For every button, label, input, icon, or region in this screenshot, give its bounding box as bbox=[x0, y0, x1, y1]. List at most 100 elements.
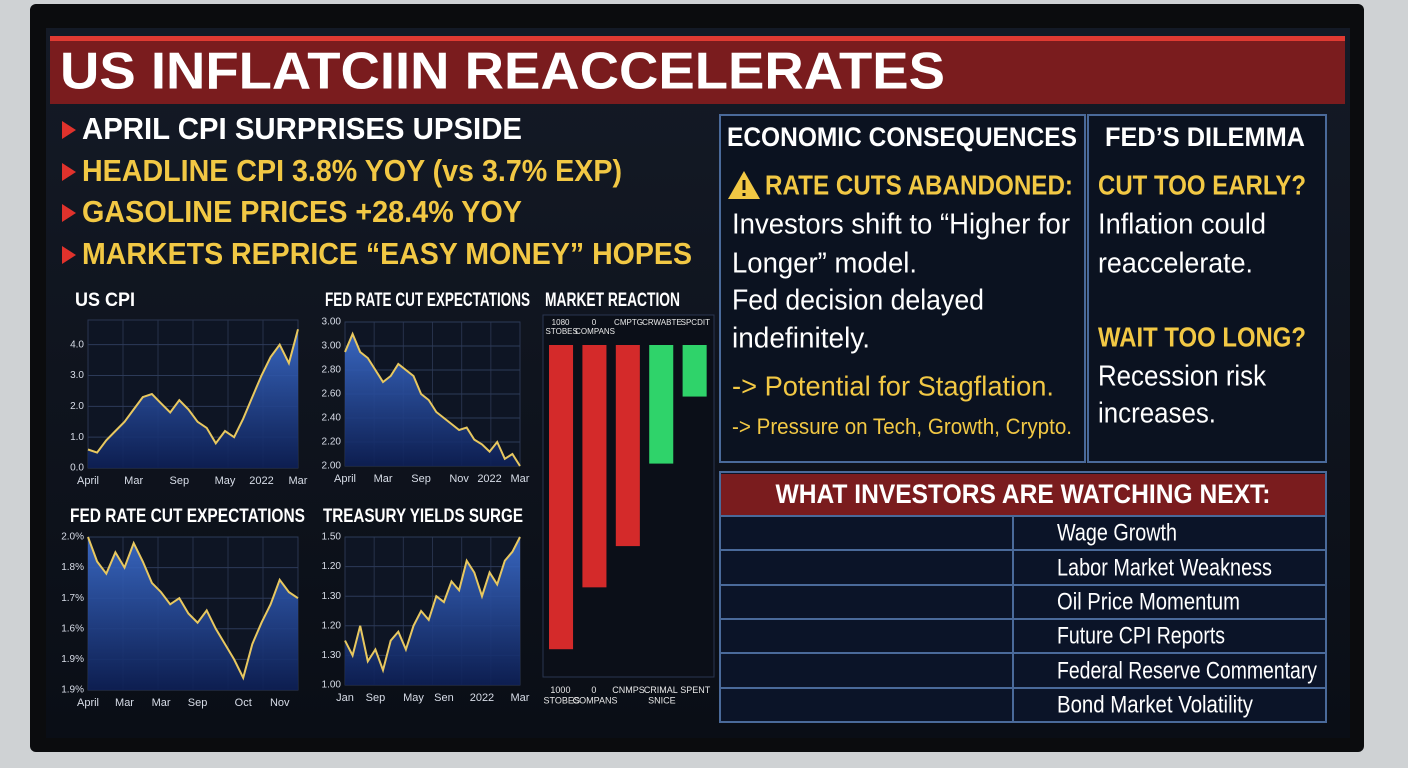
answer: Inflation could bbox=[1098, 209, 1266, 241]
x-tick-label: Mar bbox=[115, 697, 134, 709]
table-item: Future CPI Reports bbox=[1057, 622, 1225, 649]
bar bbox=[649, 345, 674, 464]
chart-title: TREASURY YIELDS SURGE bbox=[323, 506, 523, 527]
bullet-marker bbox=[62, 246, 76, 264]
x-tick-label: May bbox=[215, 475, 236, 487]
table-title: WHAT INVESTORS ARE WATCHING NEXT: bbox=[776, 479, 1271, 509]
y-tick-label: 2.80 bbox=[322, 365, 342, 376]
panel-title: ECONOMIC CONSEQUENCES bbox=[727, 122, 1077, 152]
x-tick-label: Oct bbox=[235, 697, 252, 709]
table-item: Federal Reserve Commentary bbox=[1057, 657, 1317, 684]
x-tick-label: Sep bbox=[188, 697, 208, 709]
y-tick-label: 1.50 bbox=[322, 532, 342, 543]
y-tick-label: 1.20 bbox=[322, 561, 342, 572]
warning-icon-mark bbox=[742, 180, 746, 190]
panel-line: Longer” model. bbox=[732, 248, 917, 280]
bar-top-label: CMPTG bbox=[614, 318, 643, 327]
table-item: Labor Market Weakness bbox=[1057, 554, 1272, 581]
table-item: Wage Growth bbox=[1057, 519, 1177, 546]
bar-top-label: CRWABTE bbox=[642, 318, 682, 327]
area-fill bbox=[345, 334, 520, 466]
x-tick-label: April bbox=[77, 697, 99, 709]
x-tick-label: Mar bbox=[511, 692, 530, 704]
line bbox=[87, 329, 299, 454]
table-item: Bond Market Volatility bbox=[1057, 691, 1253, 718]
bullet: HEADLINE CPI 3.8% YOY (vs 3.7% EXP) bbox=[82, 153, 622, 188]
x-tick-label: Sep bbox=[170, 475, 190, 487]
warning-icon-mark bbox=[742, 193, 746, 196]
x-tick-label: 2022 bbox=[470, 692, 494, 704]
panel-title: FED’S DILEMMA bbox=[1105, 122, 1305, 152]
consequences-panel: ECONOMIC CONSEQUENCES RATE CUTS ABANDONE… bbox=[719, 114, 1086, 463]
x-tick-label: May bbox=[403, 692, 424, 704]
chart-title: US CPI bbox=[75, 290, 135, 311]
line bbox=[87, 536, 299, 681]
panel-line: Fed decision delayed bbox=[732, 285, 984, 317]
x-tick-label: 0 COMPANS bbox=[573, 685, 618, 705]
headline: US INFLATCIIN REACCELERATES bbox=[60, 43, 945, 101]
y-tick-label: 2.40 bbox=[322, 413, 342, 424]
y-tick-label: 1.9% bbox=[61, 654, 84, 665]
charts: US CPI 0.0 1.0 2.0 3.0 4.0 April Mar Sep May 2022 M… bbox=[61, 290, 715, 709]
question: CUT TOO EARLY? bbox=[1098, 169, 1306, 200]
answer: increases. bbox=[1098, 398, 1216, 430]
x-tick-label: CRIMAL SNICE bbox=[644, 685, 680, 705]
question: WAIT TOO LONG? bbox=[1098, 321, 1306, 352]
x-tick-label: Mar bbox=[124, 475, 143, 487]
y-tick-label: 1.20 bbox=[322, 620, 342, 631]
x-tick-label: SPENT bbox=[680, 685, 711, 695]
bullet: GASOLINE PRICES +28.4% YOY bbox=[82, 194, 522, 229]
y-tick-label: 2.00 bbox=[322, 461, 342, 472]
line bbox=[344, 331, 521, 467]
y-tick-label: 1.6% bbox=[61, 623, 84, 634]
x-tick-label: Mar bbox=[374, 473, 393, 485]
x-tick-label: Jan bbox=[336, 692, 354, 704]
y-tick-label: 2.0 bbox=[70, 401, 84, 412]
y-tick-label: 3.00 bbox=[322, 341, 342, 352]
x-tick-label: Mar bbox=[152, 697, 171, 709]
x-tick-label: Mar bbox=[511, 473, 530, 485]
y-tick-label: 1.0 bbox=[70, 432, 84, 443]
chart-title: MARKET REACTION bbox=[545, 290, 680, 311]
x-tick-label: 2022 bbox=[477, 473, 501, 485]
answer: reaccelerate. bbox=[1098, 248, 1253, 280]
panel-line: -> Potential for Stagflation. bbox=[732, 370, 1054, 401]
title-stripe bbox=[50, 36, 1345, 41]
table-header bbox=[721, 474, 1325, 516]
panel-frame bbox=[719, 114, 1086, 463]
bar-top-label: SPCDIT bbox=[681, 318, 710, 327]
x-tick-label: Nov bbox=[270, 697, 290, 709]
bullets: APRIL CPI SURPRISES UPSIDE HEADLINE CPI … bbox=[62, 111, 692, 271]
area-fill bbox=[88, 329, 298, 468]
y-tick-label: 1.8% bbox=[61, 562, 84, 573]
bar bbox=[615, 345, 640, 547]
y-tick-label: 3.0 bbox=[70, 370, 84, 381]
bar bbox=[682, 345, 707, 397]
y-tick-label: 2.0% bbox=[61, 532, 84, 543]
panel-line: -> Pressure on Tech, Growth, Crypto. bbox=[732, 414, 1072, 439]
chart-title: FED RATE CUT EXPECTATIONS bbox=[325, 290, 530, 311]
panel-frame bbox=[1087, 114, 1327, 463]
x-tick-label: CNMPS bbox=[612, 685, 645, 695]
y-tick-label: 2.20 bbox=[322, 437, 342, 448]
bullet: MARKETS REPRICE “EASY MONEY” HOPES bbox=[82, 236, 692, 271]
x-tick-label: Sen bbox=[434, 692, 454, 704]
title-band bbox=[50, 36, 1345, 104]
table-item: Oil Price Momentum bbox=[1057, 588, 1240, 615]
bullet-marker bbox=[62, 121, 76, 139]
x-tick-label: Sep bbox=[411, 473, 431, 485]
bar bbox=[582, 345, 607, 588]
y-tick-label: 4.0 bbox=[70, 339, 84, 350]
x-tick-label: Nov bbox=[449, 473, 469, 485]
panel-line: Investors shift to “Higher for bbox=[732, 209, 1070, 241]
x-tick-label: 1000 STOBES bbox=[544, 685, 580, 705]
chart-title: FED RATE CUT EXPECTATIONS bbox=[70, 506, 305, 527]
x-tick-label: April bbox=[334, 473, 356, 485]
answer: Recession risk bbox=[1098, 361, 1266, 393]
bar-top-label: 0 COMPANS bbox=[575, 318, 615, 336]
x-tick-label: Sep bbox=[366, 692, 386, 704]
dilemma-panel: FED’S DILEMMA CUT TOO EARLY? Inflation c… bbox=[1087, 114, 1327, 463]
bullet: APRIL CPI SURPRISES UPSIDE bbox=[82, 111, 522, 146]
